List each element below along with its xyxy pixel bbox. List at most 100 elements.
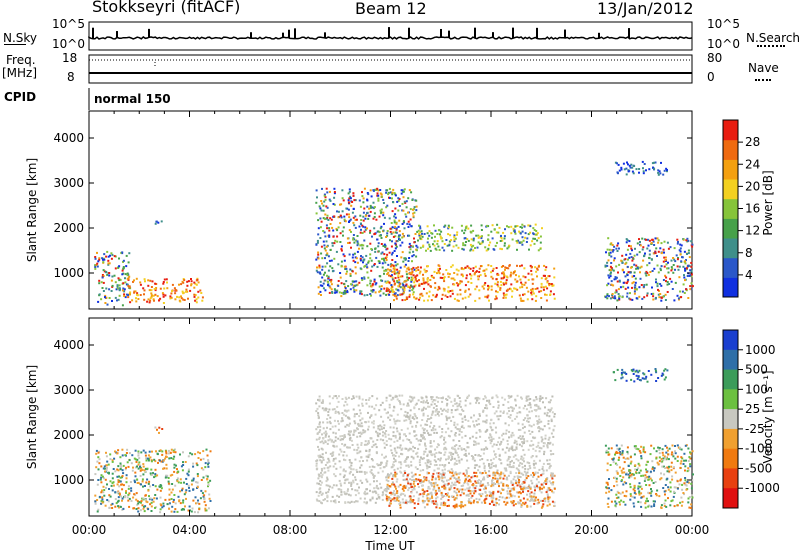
echo-cell (347, 488, 349, 491)
echo-cell (172, 498, 175, 501)
echo-cell (461, 229, 464, 232)
echo-cell (342, 234, 344, 237)
echo-cell (475, 497, 478, 500)
echo-cell (140, 500, 143, 503)
echo-cell (440, 473, 443, 476)
echo-cell (414, 415, 417, 418)
echo-cell (419, 456, 422, 459)
echo-cell (400, 429, 403, 431)
echo-cell (483, 448, 486, 451)
echo-cell (195, 502, 197, 505)
echo-cell (398, 278, 401, 281)
echo-cell (529, 433, 532, 435)
echo-cell (462, 275, 464, 278)
echo-cell (382, 439, 385, 442)
echo-cell (141, 497, 144, 500)
echo-cell (491, 483, 494, 486)
echo-cell (452, 474, 455, 477)
echo-cell (396, 446, 399, 449)
echo-cell (341, 443, 344, 445)
echo-cell (139, 474, 142, 477)
echo-cell (388, 217, 391, 220)
echo-cell (632, 257, 635, 260)
echo-cell (445, 422, 448, 425)
echo-cell (553, 501, 556, 504)
echo-cell (676, 294, 679, 297)
echo-cell (450, 409, 453, 411)
echo-cell (331, 226, 334, 229)
echo-cell (372, 189, 375, 192)
echo-cell (162, 459, 165, 462)
echo-cell (204, 504, 207, 507)
echo-cell (100, 298, 103, 301)
echo-cell (161, 428, 164, 430)
echo-cell (330, 440, 333, 443)
echo-cell (669, 277, 672, 280)
echo-cell (452, 277, 455, 280)
echo-cell (418, 284, 421, 287)
echo-cell (512, 504, 515, 507)
echo-cell (360, 243, 363, 246)
echo-cell (320, 252, 323, 255)
echo-cell (142, 287, 145, 290)
echo-cell (366, 199, 369, 202)
echo-cell (196, 475, 199, 478)
echo-cell (408, 251, 411, 254)
echo-cell (195, 462, 198, 465)
echo-cell (519, 492, 522, 495)
echo-cell (417, 399, 420, 402)
echo-cell (432, 276, 435, 279)
echo-cell (125, 254, 128, 257)
echo-cell (687, 252, 690, 255)
echo-cell (372, 476, 375, 479)
echo-cell (333, 242, 336, 245)
echo-cell (493, 473, 496, 476)
echo-cell (470, 248, 473, 251)
echo-cell (471, 458, 474, 461)
echo-cell (498, 458, 501, 461)
echo-cell (629, 166, 632, 169)
echo-cell (366, 459, 369, 462)
echo-cell (106, 250, 109, 253)
echo-cell (180, 295, 182, 298)
echo-cell (509, 493, 512, 496)
echo-cell (336, 229, 339, 232)
echo-cell (144, 505, 147, 508)
echo-cell (392, 409, 395, 412)
echo-cell (464, 449, 467, 452)
echo-cell (497, 285, 500, 288)
echo-cell (395, 472, 398, 475)
echo-cell (481, 492, 484, 495)
echo-cell (358, 225, 361, 228)
echo-cell (420, 292, 423, 295)
echo-cell (395, 420, 398, 423)
echo-cell (320, 493, 323, 496)
echo-cell (511, 494, 514, 497)
echo-cell (366, 492, 369, 495)
echo-cell (432, 472, 435, 475)
echo-cell (395, 227, 398, 230)
echo-cell (657, 239, 660, 242)
echo-cell (530, 497, 533, 500)
echo-cell (361, 247, 364, 250)
echo-cell (320, 200, 323, 202)
echo-cell (191, 453, 194, 456)
echo-cell (462, 472, 465, 475)
echo-cell (413, 211, 416, 214)
echo-cell (627, 170, 630, 173)
echo-cell (479, 274, 482, 277)
echo-cell (478, 413, 481, 416)
echo-cell (525, 397, 528, 400)
echo-cell (474, 440, 477, 443)
echo-cell (329, 217, 332, 220)
echo-cell (412, 250, 415, 253)
echo-cell (381, 453, 383, 456)
echo-cell (318, 475, 321, 478)
echo-cell (444, 431, 447, 434)
echo-cell (439, 452, 442, 454)
echo-cell (94, 494, 97, 497)
echo-cell (435, 502, 438, 505)
echo-cell (338, 460, 341, 463)
echo-cell (501, 396, 504, 399)
echo-cell (476, 501, 479, 504)
